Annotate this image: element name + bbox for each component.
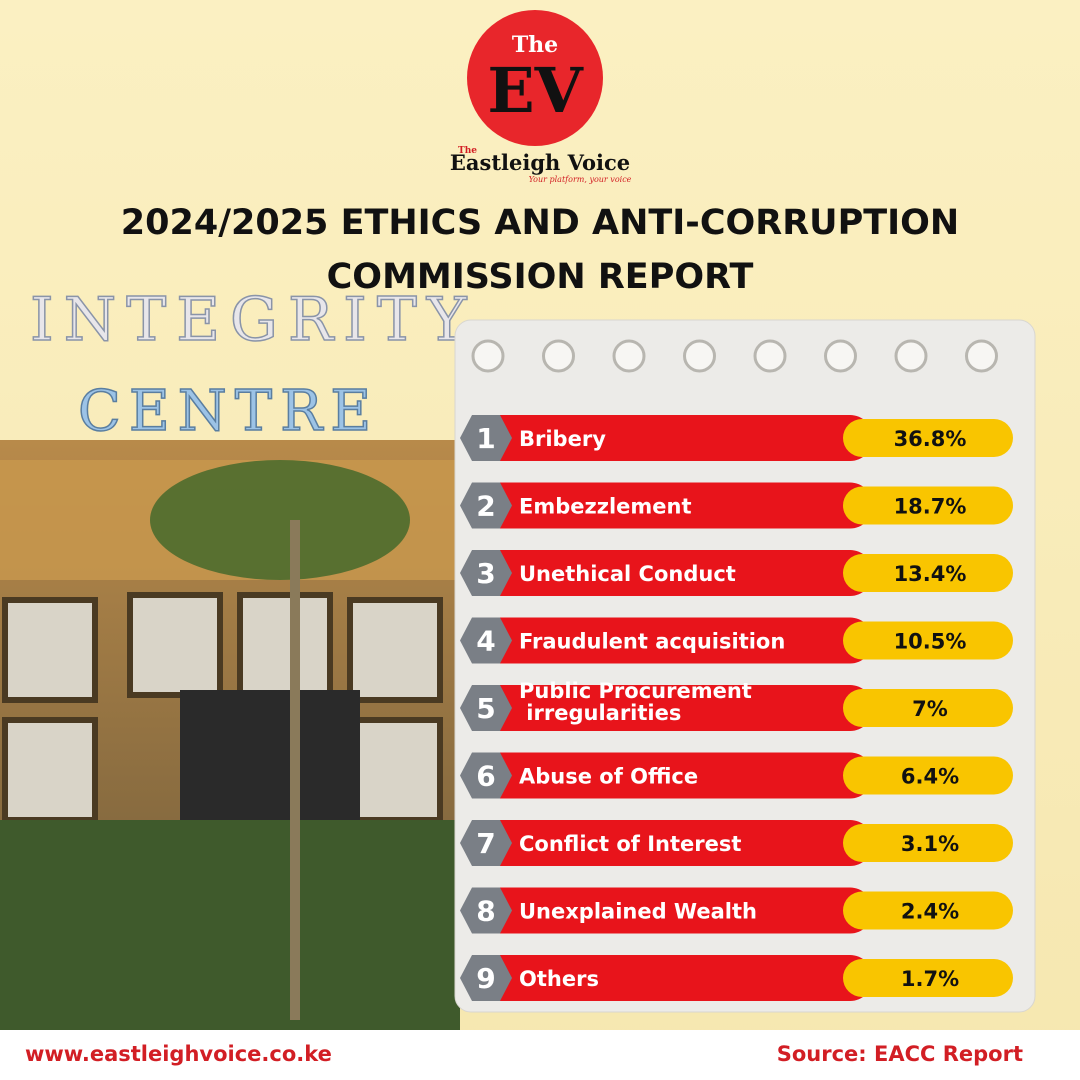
ranking-row: 6 Abuse of Office 6.4% [460, 752, 1013, 799]
item-label: Bribery [519, 427, 606, 451]
rank-badge [460, 617, 512, 664]
hole [965, 339, 998, 373]
rank: 1 [476, 422, 495, 455]
rank: 4 [476, 625, 495, 658]
card-holes [471, 339, 998, 373]
item-value: 13.4% [894, 562, 967, 586]
title: 2024/2025 ETHICS AND ANTI-CORRUPTION [121, 203, 959, 243]
red-bar [495, 887, 874, 934]
ranking-row: 9 Others 1.7% [460, 955, 1013, 1001]
red-bar [495, 482, 874, 529]
brand-the: The [458, 146, 477, 156]
logo-mark: EV [487, 54, 583, 127]
rank: 7 [476, 827, 495, 860]
value-pill [843, 891, 1013, 930]
rank-badge [460, 752, 512, 799]
item-value: 1.7% [901, 967, 959, 991]
rank-badge [460, 955, 512, 1001]
hole [824, 339, 857, 373]
red-bar [495, 415, 873, 461]
item-value: 7% [912, 697, 948, 721]
hole [471, 339, 505, 373]
value-pill [843, 554, 1013, 592]
hole [753, 339, 787, 373]
value-pill [843, 419, 1013, 457]
rank-badge [460, 887, 512, 934]
item-label: Public Procurement irregularities [519, 679, 752, 725]
ranking-row: 8 Unexplained Wealth 2.4% [460, 887, 1013, 934]
ranking-row: 3 Unethical Conduct 13.4% [460, 550, 1013, 596]
building-photo: INTEGRITY CENTRE [0, 284, 476, 1030]
item-label: Others [519, 967, 599, 991]
title: COMMISSION REPORT [327, 257, 754, 297]
item-label: Unexplained Wealth [519, 900, 757, 924]
sign-text: CENTRE [78, 379, 379, 444]
rank-badge [460, 415, 512, 461]
rank-badge [460, 820, 512, 866]
hole [683, 339, 716, 373]
ranking-row: 5 Public Procurement irregularities 7% [460, 679, 1013, 731]
red-bar [495, 820, 873, 866]
rank: 6 [476, 760, 495, 793]
red-bar [495, 550, 873, 596]
hole [894, 339, 928, 373]
rank-badge [460, 685, 512, 731]
item-label: Unethical Conduct [519, 562, 736, 586]
red-bar [495, 685, 873, 731]
value-pill [843, 756, 1013, 795]
red-bar [495, 955, 873, 1001]
item-label: Conflict of Interest [519, 832, 741, 856]
ranking-row: 4 Fraudulent acquisition 10.5% [460, 617, 1013, 664]
rank-badge [460, 550, 512, 596]
logo: The EV The Eastleigh Voice Your platform… [450, 10, 632, 184]
ranking-list: 1 Bribery 36.8% 2 Embezzlement 18.7% 3 Unethica… [460, 415, 1013, 1001]
value-pill [843, 486, 1013, 525]
sign-text: INTEGRITY [30, 285, 476, 355]
item-label: Abuse of Office [519, 765, 698, 789]
footer-bar [0, 1030, 1080, 1080]
rank: 8 [476, 895, 495, 928]
brand-name: Eastleigh Voice [450, 150, 630, 175]
logo-the: The [512, 32, 558, 58]
red-bar [495, 752, 874, 799]
value-pill [843, 959, 1013, 997]
value-pill [843, 621, 1013, 660]
tagline: Your platform, your voice [529, 175, 632, 184]
item-value: 36.8% [894, 427, 967, 451]
rank: 5 [476, 692, 495, 725]
rank: 9 [476, 962, 495, 995]
website: www.eastleighvoice.co.ke [25, 1042, 332, 1066]
rank: 3 [476, 557, 495, 590]
item-value: 18.7% [894, 495, 967, 519]
item-value: 2.4% [901, 900, 959, 924]
source: Source: EACC Report [777, 1042, 1023, 1066]
ranking-row: 1 Bribery 36.8% [460, 415, 1013, 461]
item-label: Fraudulent acquisition [519, 630, 785, 654]
item-value: 3.1% [901, 832, 959, 856]
hole [612, 339, 646, 373]
red-bar [495, 617, 874, 664]
item-value: 10.5% [894, 630, 967, 654]
ranking-row: 2 Embezzlement 18.7% [460, 482, 1013, 529]
rank: 2 [476, 490, 495, 523]
item-label: Embezzlement [519, 495, 692, 519]
value-pill [843, 689, 1013, 727]
hole [542, 339, 575, 373]
value-pill [843, 824, 1013, 862]
item-value: 6.4% [901, 765, 959, 789]
rank-badge [460, 482, 512, 529]
ranking-row: 7 Conflict of Interest 3.1% [460, 820, 1013, 866]
